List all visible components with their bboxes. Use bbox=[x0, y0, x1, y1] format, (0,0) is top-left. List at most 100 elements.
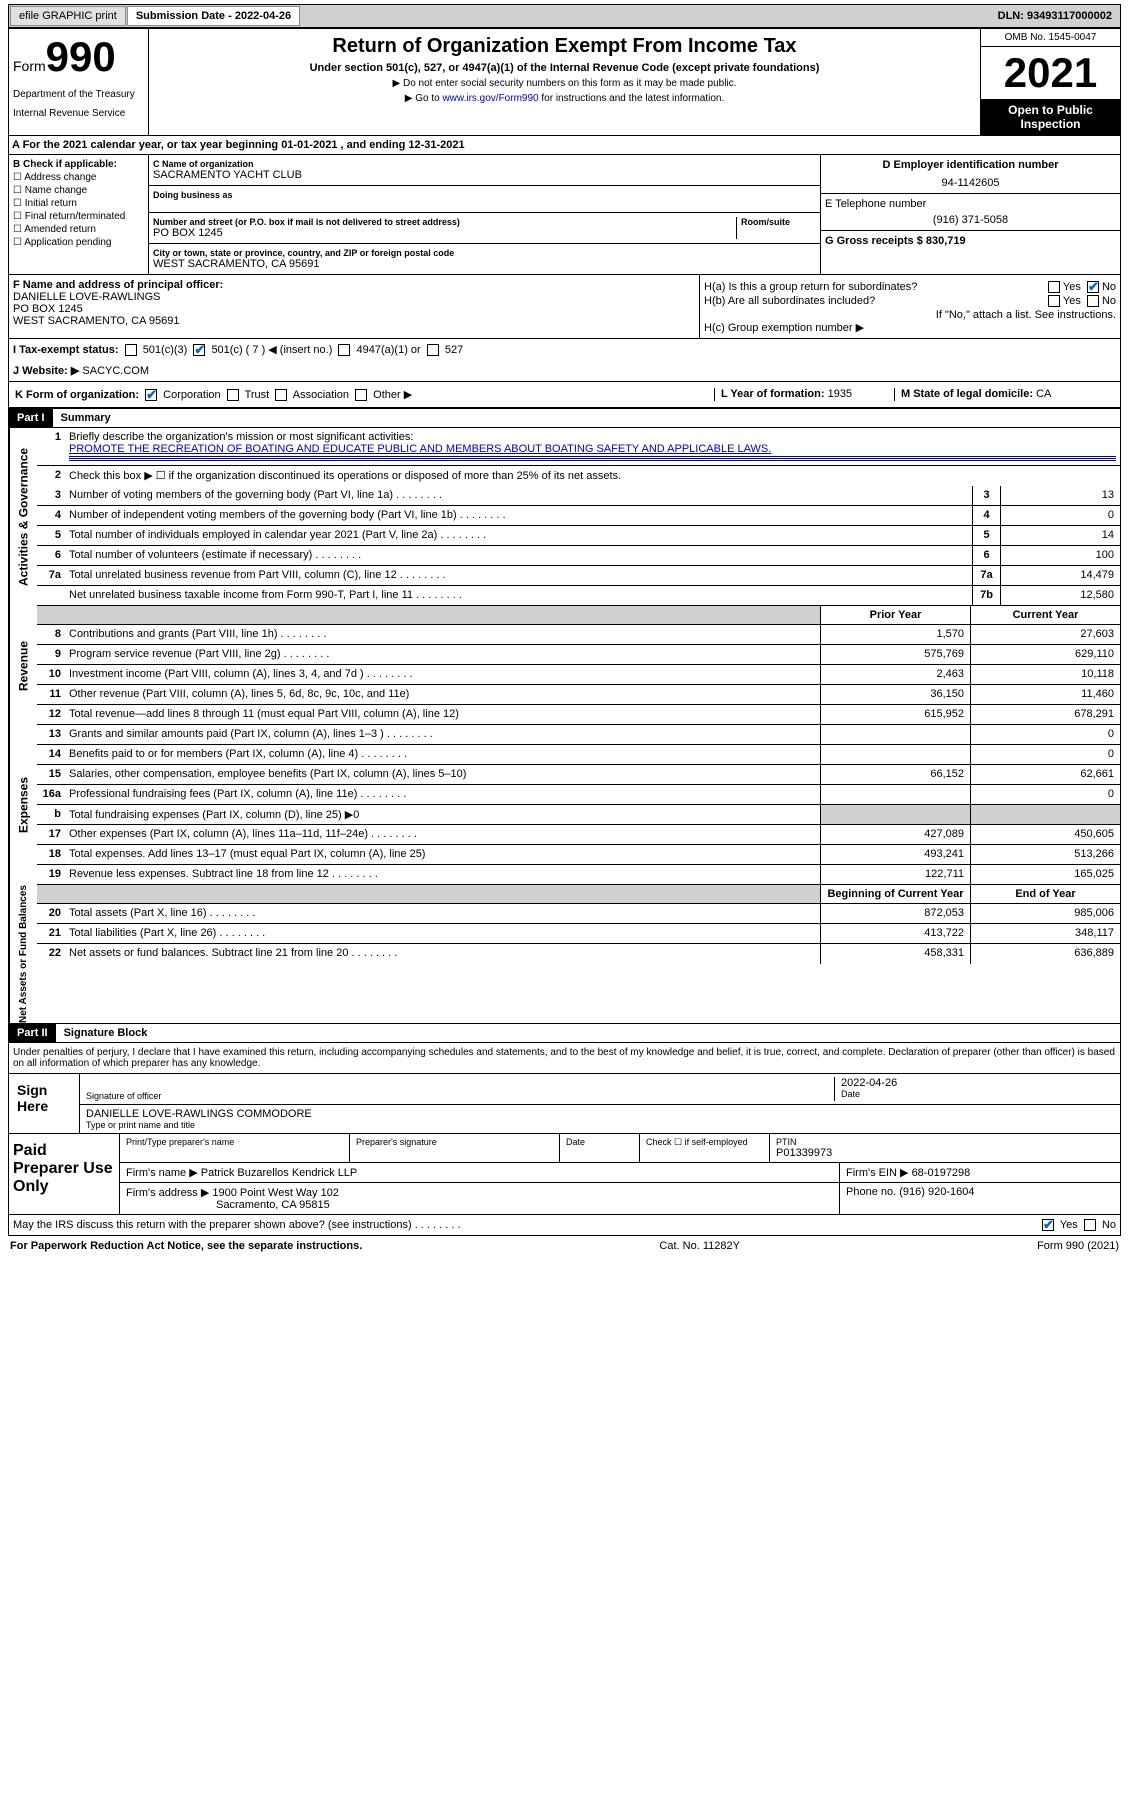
k-other[interactable] bbox=[355, 389, 367, 401]
addr-label: Number and street (or P.O. box if mail i… bbox=[153, 217, 736, 227]
ha-yes[interactable] bbox=[1048, 281, 1060, 293]
c-name-label: C Name of organization bbox=[153, 159, 816, 169]
dln: DLN: 93493117000002 bbox=[990, 7, 1120, 25]
line13-text: Grants and similar amounts paid (Part IX… bbox=[65, 725, 820, 744]
line5-val: 14 bbox=[1000, 526, 1120, 545]
hdr-begin-year: Beginning of Current Year bbox=[820, 885, 970, 903]
efile-print-button[interactable]: efile GRAPHIC print bbox=[10, 6, 126, 26]
i-501c3[interactable] bbox=[125, 344, 137, 356]
sig-officer-caption: Signature of officer bbox=[86, 1091, 834, 1101]
discuss-yes[interactable] bbox=[1042, 1219, 1054, 1231]
org-name: SACRAMENTO YACHT CLUB bbox=[153, 169, 816, 181]
check-amended[interactable]: ☐ Amended return bbox=[13, 224, 144, 235]
line7b-text: Net unrelated business taxable income fr… bbox=[65, 586, 972, 605]
i-4947[interactable] bbox=[338, 344, 350, 356]
line7a-val: 14,479 bbox=[1000, 566, 1120, 585]
firm-addr1: 1900 Point West Way 102 bbox=[212, 1187, 339, 1199]
section-bcde: B Check if applicable: ☐ Address change … bbox=[8, 155, 1121, 275]
line7a-text: Total unrelated business revenue from Pa… bbox=[65, 566, 972, 585]
line8-text: Contributions and grants (Part VIII, lin… bbox=[65, 625, 820, 644]
firm-phone: (916) 920-1604 bbox=[899, 1186, 974, 1198]
section-fh: F Name and address of principal officer:… bbox=[8, 275, 1121, 339]
subtitle: Under section 501(c), 527, or 4947(a)(1)… bbox=[155, 62, 974, 74]
hb-yes[interactable] bbox=[1048, 295, 1060, 307]
state-domicile: CA bbox=[1036, 388, 1051, 400]
gross-receipts: 830,719 bbox=[926, 235, 966, 247]
mission-statement: PROMOTE THE RECREATION OF BOATING AND ED… bbox=[69, 443, 771, 455]
form-word: Form bbox=[13, 58, 46, 74]
line1-text: Briefly describe the organization's miss… bbox=[69, 431, 413, 443]
note2-pre: ▶ Go to bbox=[405, 93, 443, 104]
k-label: K Form of organization: bbox=[15, 389, 139, 401]
line4-text: Number of independent voting members of … bbox=[65, 506, 972, 525]
footer-form: Form 990 (2021) bbox=[1037, 1240, 1119, 1252]
line2-num: 2 bbox=[37, 466, 65, 486]
main-title: Return of Organization Exempt From Incom… bbox=[155, 35, 974, 58]
footer-cat: Cat. No. 11282Y bbox=[659, 1240, 740, 1252]
tax-year: 2021 bbox=[981, 47, 1120, 99]
line3-text: Number of voting members of the governin… bbox=[65, 486, 972, 505]
i-label: I Tax-exempt status: bbox=[13, 344, 119, 356]
top-toolbar: efile GRAPHIC print Submission Date - 20… bbox=[8, 4, 1121, 28]
line14-text: Benefits paid to or for members (Part IX… bbox=[65, 745, 820, 764]
firm-addr-label: Firm's address ▶ bbox=[126, 1187, 209, 1199]
officer-name-title: DANIELLE LOVE-RAWLINGS COMMODORE bbox=[86, 1108, 1114, 1120]
website[interactable]: SACYC.COM bbox=[82, 365, 149, 377]
ha-no[interactable] bbox=[1087, 281, 1099, 293]
line12-text: Total revenue—add lines 8 through 11 (mu… bbox=[65, 705, 820, 724]
self-employed-check[interactable]: Check ☐ if self-employed bbox=[640, 1134, 770, 1162]
part2-title: Signature Block bbox=[56, 1024, 156, 1042]
check-name-change[interactable]: ☐ Name change bbox=[13, 185, 144, 196]
line8-prior: 1,570 bbox=[820, 625, 970, 644]
open-public-badge: Open to Public Inspection bbox=[981, 99, 1120, 135]
ptin-label: PTIN bbox=[776, 1137, 1114, 1147]
col-b-checks: B Check if applicable: ☐ Address change … bbox=[9, 155, 149, 274]
irs-link[interactable]: www.irs.gov/Form990 bbox=[442, 93, 538, 104]
note-link: ▶ Go to www.irs.gov/Form990 for instruct… bbox=[155, 93, 974, 104]
prep-sig-label: Preparer's signature bbox=[356, 1137, 553, 1147]
officer-addr2: WEST SACRAMENTO, CA 95691 bbox=[13, 315, 695, 327]
officer-name: DANIELLE LOVE-RAWLINGS bbox=[13, 291, 695, 303]
check-initial-return[interactable]: ☐ Initial return bbox=[13, 198, 144, 209]
firm-ein: 68-0197298 bbox=[912, 1167, 971, 1179]
k-assoc[interactable] bbox=[275, 389, 287, 401]
discuss-no[interactable] bbox=[1084, 1219, 1096, 1231]
check-address-change[interactable]: ☐ Address change bbox=[13, 172, 144, 183]
hb-no[interactable] bbox=[1087, 295, 1099, 307]
hc-label: H(c) Group exemption number ▶ bbox=[704, 321, 1116, 334]
line10-text: Investment income (Part VIII, column (A)… bbox=[65, 665, 820, 684]
k-trust[interactable] bbox=[227, 389, 239, 401]
vtab-expenses: Expenses bbox=[9, 725, 37, 885]
line2-text: Check this box ▶ ☐ if the organization d… bbox=[65, 466, 1120, 486]
line7b-val: 12,580 bbox=[1000, 586, 1120, 605]
vtab-net-assets: Net Assets or Fund Balances bbox=[9, 885, 37, 1023]
ein-value: 94-1142605 bbox=[825, 177, 1116, 189]
hdr-prior-year: Prior Year bbox=[820, 606, 970, 624]
line8-curr: 27,603 bbox=[970, 625, 1120, 644]
line19-text: Revenue less expenses. Subtract line 18 … bbox=[65, 865, 820, 884]
type-name-caption: Type or print name and title bbox=[86, 1120, 1114, 1130]
l-label: L Year of formation: bbox=[721, 388, 825, 400]
k-corp[interactable] bbox=[145, 389, 157, 401]
paid-preparer-label: Paid Preparer Use Only bbox=[9, 1134, 119, 1214]
line17-text: Other expenses (Part IX, column (A), lin… bbox=[65, 825, 820, 844]
g-gross-label: G Gross receipts $ bbox=[825, 235, 923, 247]
line1-num: 1 bbox=[37, 428, 65, 465]
line6-text: Total number of volunteers (estimate if … bbox=[65, 546, 972, 565]
row-a-period: A For the 2021 calendar year, or tax yea… bbox=[8, 136, 1121, 155]
line6-val: 100 bbox=[1000, 546, 1120, 565]
dba-label: Doing business as bbox=[153, 190, 816, 200]
part2-header: Part II bbox=[9, 1024, 56, 1042]
i-527[interactable] bbox=[427, 344, 439, 356]
phone-value: (916) 371-5058 bbox=[825, 214, 1116, 226]
print-name-label: Print/Type preparer's name bbox=[126, 1137, 343, 1147]
perjury-declaration: Under penalties of perjury, I declare th… bbox=[9, 1043, 1120, 1074]
check-app-pending[interactable]: ☐ Application pending bbox=[13, 237, 144, 248]
i-501c[interactable] bbox=[193, 344, 205, 356]
part1-title: Summary bbox=[53, 409, 119, 427]
org-city: WEST SACRAMENTO, CA 95691 bbox=[153, 258, 816, 270]
line11-text: Other revenue (Part VIII, column (A), li… bbox=[65, 685, 820, 704]
check-final-return[interactable]: ☐ Final return/terminated bbox=[13, 211, 144, 222]
officer-addr1: PO BOX 1245 bbox=[13, 303, 695, 315]
note-ssn: ▶ Do not enter social security numbers o… bbox=[155, 78, 974, 89]
